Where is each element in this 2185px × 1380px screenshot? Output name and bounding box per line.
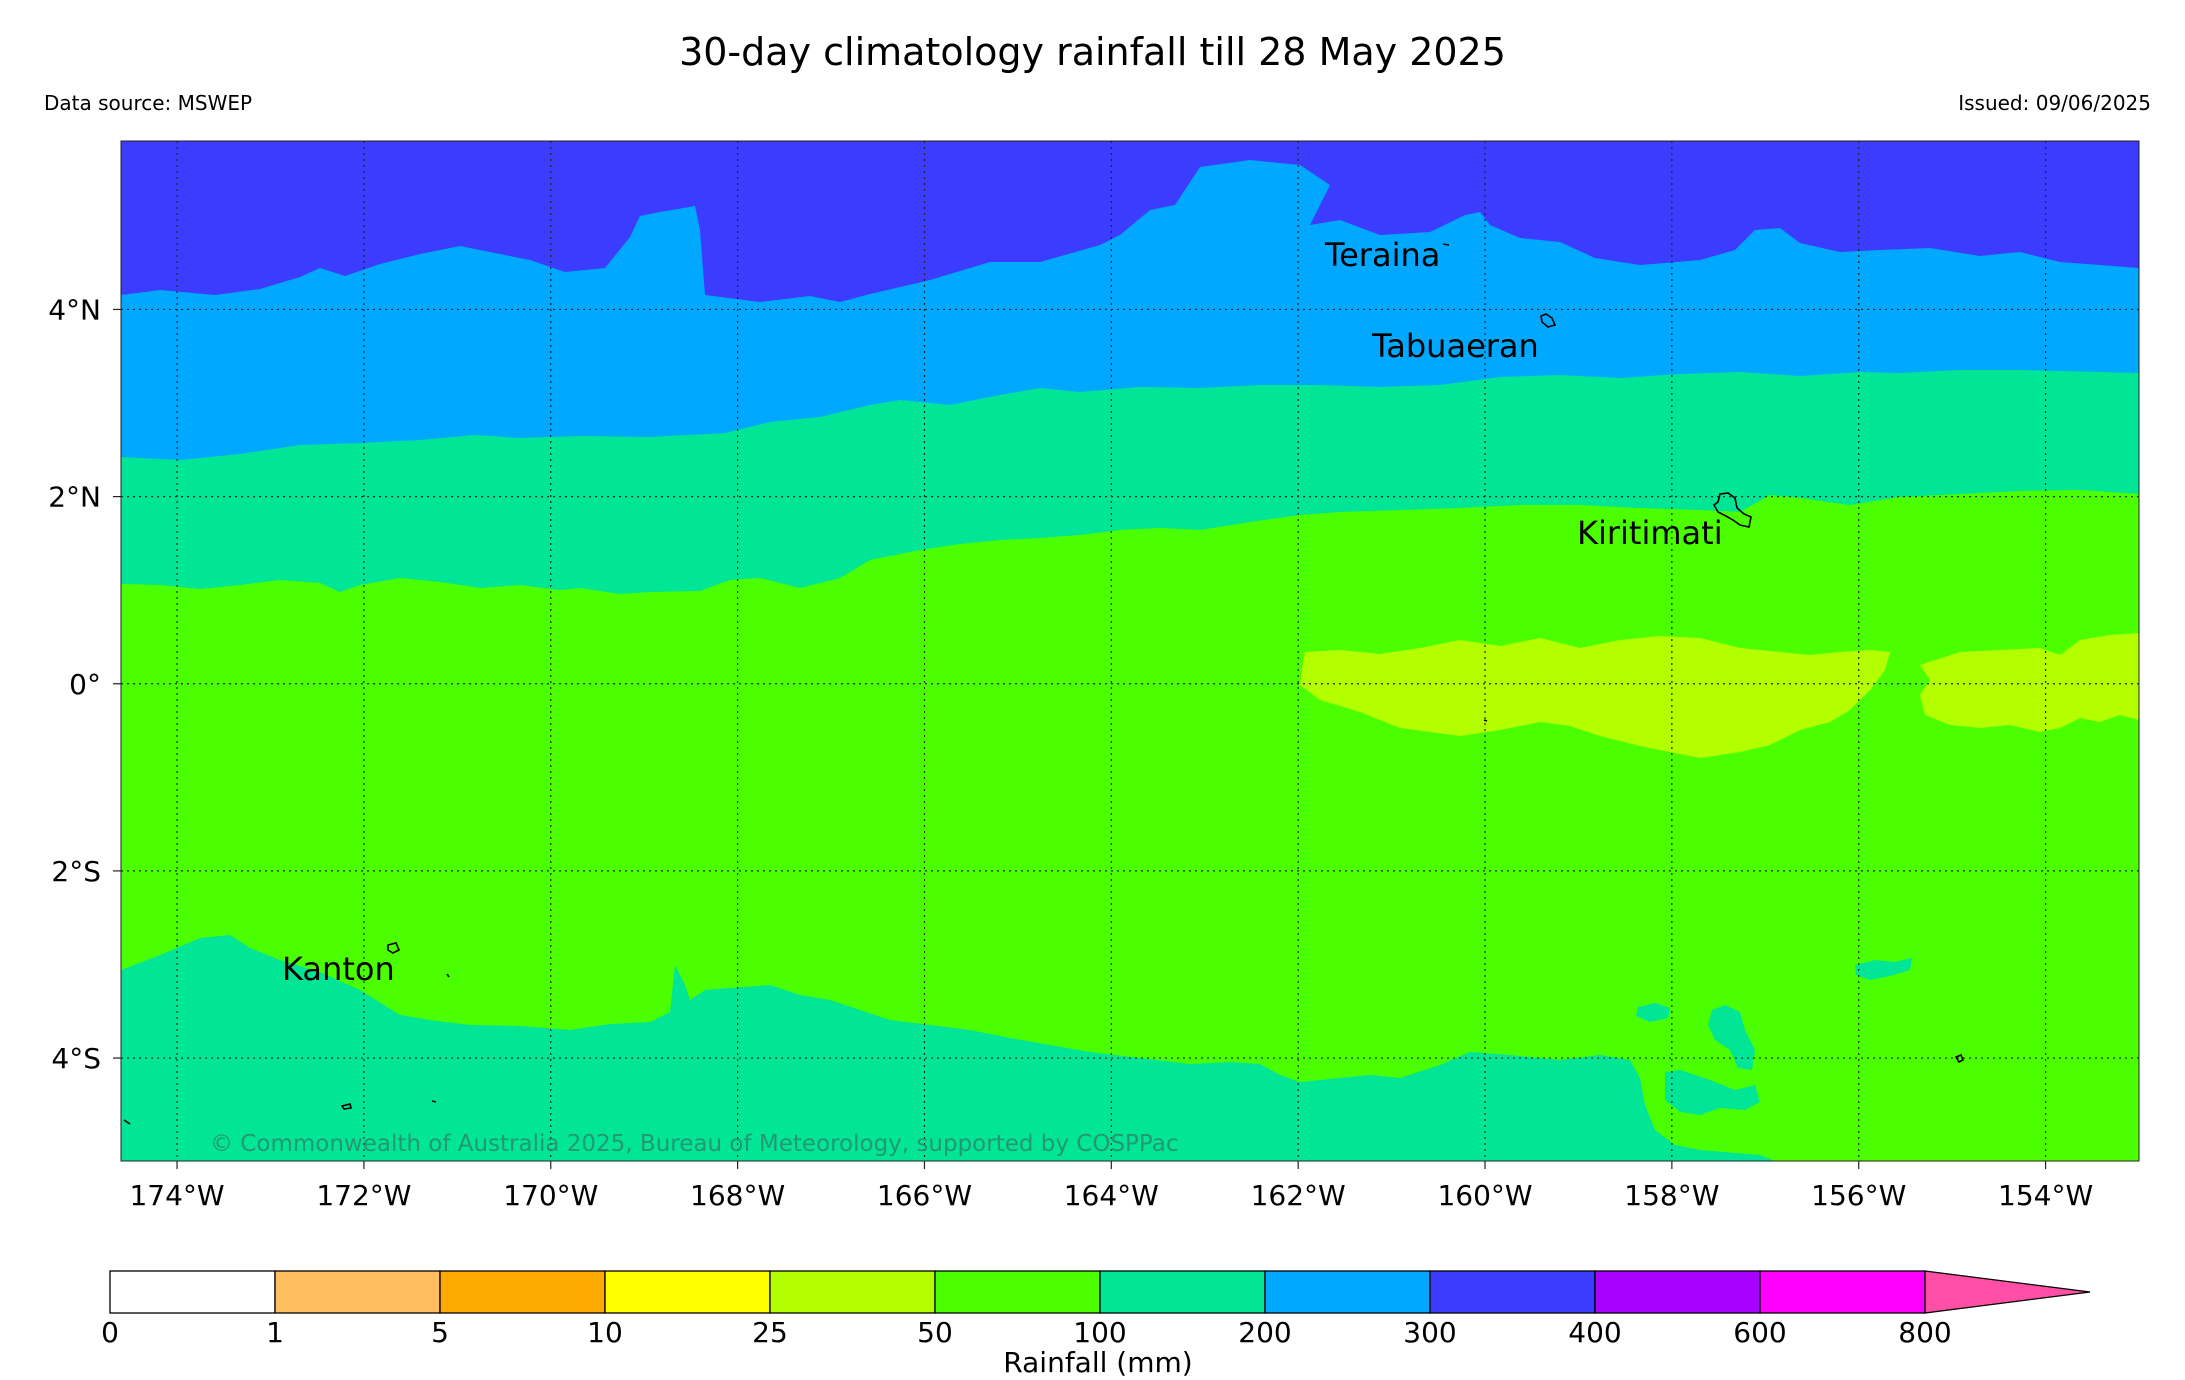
island-outlines <box>123 243 1965 1125</box>
legend-swatch <box>1429 1270 1596 1314</box>
rainfall-fields <box>121 141 2139 1161</box>
legend-tick-label: 10 <box>587 1316 623 1349</box>
legend-swatch <box>1099 1270 1266 1314</box>
island-label-teraina: Teraina <box>1324 236 1440 274</box>
legend-swatch <box>1759 1270 1926 1314</box>
chart-title: 30-day climatology rainfall till 28 May … <box>679 30 1506 74</box>
legend-swatch <box>1594 1270 1761 1314</box>
legend-swatch <box>109 1270 276 1314</box>
band-25-50-east <box>1920 633 2139 732</box>
blob-100-200-c <box>1636 1003 1670 1022</box>
legend-tick-label: 800 <box>1898 1316 1951 1349</box>
kiritimati-outline <box>1712 492 1752 528</box>
legend-tick-label: 50 <box>917 1316 953 1349</box>
lon-tick-label: 164°W <box>1064 1179 1159 1212</box>
lon-tick-label: 166°W <box>877 1179 972 1212</box>
lon-tick-label: 168°W <box>690 1179 785 1212</box>
legend-swatch <box>1264 1270 1431 1314</box>
lat-tick-label: 4°S <box>51 1042 101 1075</box>
lat-tick-label: 4°N <box>48 293 101 326</box>
islet-a <box>446 973 450 978</box>
tabuaeran-outline <box>1540 313 1557 328</box>
islet-d <box>123 1119 131 1125</box>
lon-tick-label: 172°W <box>316 1179 411 1212</box>
lat-tick-label: 0° <box>69 668 101 701</box>
blob-100-200-b <box>1708 1005 1755 1070</box>
legend-tick-label: 100 <box>1073 1316 1126 1349</box>
teraina-outline <box>1442 243 1450 246</box>
rainfall-legend: 0 1 5 10 25 50 100 200 300 400 600 800 <box>101 1270 2091 1349</box>
lat-tick-label: 2°N <box>48 481 101 514</box>
map-frame <box>120 140 2140 1162</box>
islet-c <box>431 1100 437 1103</box>
copyright-notice: © Commonwealth of Australia 2025, Bureau… <box>210 1131 1179 1157</box>
islet-b <box>340 1103 352 1110</box>
lon-tick-label: 162°W <box>1251 1179 1346 1212</box>
island-label-kanton: Kanton <box>282 950 395 988</box>
issued-date-label: Issued: 09/06/2025 <box>1958 91 2151 115</box>
band-25-50-central <box>1300 636 1890 758</box>
legend-swatch <box>274 1270 441 1314</box>
data-source-label: Data source: MSWEP <box>44 91 253 115</box>
islet-e <box>1483 719 1488 722</box>
island-label-kiritimati: Kiritimati <box>1577 514 1723 552</box>
lon-tick-label: 154°W <box>1998 1179 2093 1212</box>
legend-tick-label: 200 <box>1238 1316 1291 1349</box>
islet-f <box>1954 1053 1965 1064</box>
band-100-200-south <box>121 935 1775 1161</box>
kanton-outline <box>387 942 401 954</box>
legend-label: Rainfall (mm) <box>1003 1346 1192 1379</box>
lon-tick-label: 160°W <box>1437 1179 1532 1212</box>
legend-swatch <box>934 1270 1101 1314</box>
legend-tick-label: 0 <box>101 1316 119 1349</box>
legend-tick-label: 600 <box>1733 1316 1786 1349</box>
legend-swatch <box>439 1270 606 1314</box>
island-label-tabuaeran: Tabuaeran <box>1371 327 1539 365</box>
legend-swatch <box>604 1270 771 1314</box>
lon-tick-label: 174°W <box>129 1179 224 1212</box>
lon-tick-label: 170°W <box>503 1179 598 1212</box>
lat-tick-label: 2°S <box>51 855 101 888</box>
legend-swatch <box>769 1270 936 1314</box>
legend-tick-label: 25 <box>752 1316 788 1349</box>
legend-swatch-arrow <box>1924 1270 2091 1314</box>
lon-tick-label: 158°W <box>1624 1179 1719 1212</box>
legend-tick-label: 400 <box>1568 1316 1621 1349</box>
latitude-axis: 4°N 2°N 0° 2°S 4°S <box>48 293 101 1075</box>
blob-100-200-d <box>1855 958 1912 980</box>
legend-tick-label: 5 <box>431 1316 449 1349</box>
lon-tick-label: 156°W <box>1811 1179 1906 1212</box>
blob-100-200-a <box>1665 1070 1760 1115</box>
legend-tick-label: 1 <box>266 1316 284 1349</box>
graticule <box>113 141 2139 1169</box>
longitude-axis: 174°W 172°W 170°W 168°W 166°W 164°W 162°W 160°W… <box>129 1179 2093 1212</box>
legend-tick-label: 300 <box>1403 1316 1456 1349</box>
